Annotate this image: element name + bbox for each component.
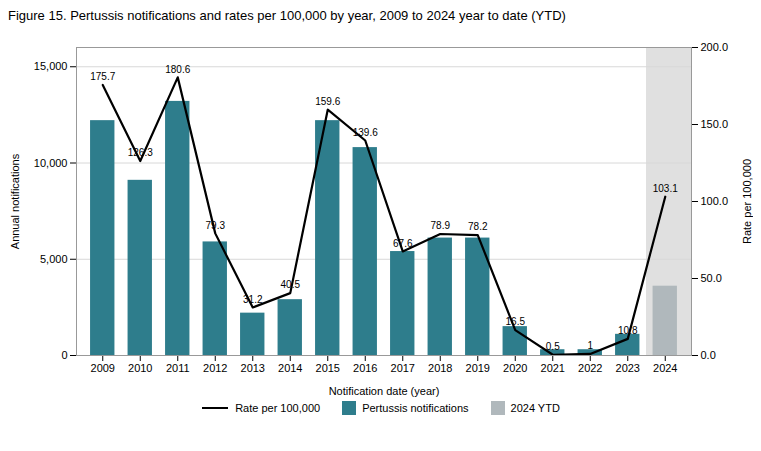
svg-text:2011: 2011 xyxy=(166,362,190,374)
svg-text:2012: 2012 xyxy=(203,362,227,374)
svg-text:15,000: 15,000 xyxy=(34,60,68,72)
svg-text:2020: 2020 xyxy=(503,362,527,374)
svg-text:Rate per 100,000: Rate per 100,000 xyxy=(741,159,753,244)
svg-text:139.6: 139.6 xyxy=(353,127,378,138)
svg-text:40.5: 40.5 xyxy=(281,279,301,290)
svg-text:79.3: 79.3 xyxy=(206,220,226,231)
html-text:Rate per 100,000: Rate per 100,000 xyxy=(235,402,321,414)
svg-text:1: 1 xyxy=(587,340,593,351)
svg-text:2023: 2023 xyxy=(616,362,640,374)
svg-text:2018: 2018 xyxy=(428,362,452,374)
svg-text:67.6: 67.6 xyxy=(393,238,413,249)
svg-text:78.2: 78.2 xyxy=(468,221,488,232)
svg-text:2009: 2009 xyxy=(91,362,115,374)
svg-text:2017: 2017 xyxy=(391,362,415,374)
svg-text:0.0: 0.0 xyxy=(701,349,716,361)
svg-text:0: 0 xyxy=(61,349,67,361)
svg-text:175.7: 175.7 xyxy=(90,71,115,82)
svg-text:50.0: 50.0 xyxy=(701,272,722,284)
svg-text:103.1: 103.1 xyxy=(653,183,678,194)
svg-text:180.6: 180.6 xyxy=(165,64,190,75)
svg-text:Annual notifications: Annual notifications xyxy=(9,153,21,249)
svg-text:2021: 2021 xyxy=(541,362,565,374)
svg-text:200.0: 200.0 xyxy=(701,41,729,53)
svg-text:126.3: 126.3 xyxy=(128,147,153,158)
svg-text:2015: 2015 xyxy=(316,362,340,374)
svg-text:2016: 2016 xyxy=(353,362,377,374)
svg-text:150.0: 150.0 xyxy=(701,118,729,130)
svg-text:5,000: 5,000 xyxy=(40,253,68,265)
html-text:2024 YTD: 2024 YTD xyxy=(510,402,560,414)
svg-text:159.6: 159.6 xyxy=(315,96,340,107)
svg-text:100.0: 100.0 xyxy=(701,195,729,207)
svg-text:16.5: 16.5 xyxy=(506,316,526,327)
html-text:Pertussis notifications: Pertussis notifications xyxy=(362,402,469,414)
svg-text:2010: 2010 xyxy=(128,362,152,374)
svg-text:Notification date (year): Notification date (year) xyxy=(329,385,440,397)
svg-text:31.2: 31.2 xyxy=(243,294,263,305)
svg-text:2013: 2013 xyxy=(241,362,265,374)
html-text:Figure 15. Pertussis notificat: Figure 15. Pertussis notifications and r… xyxy=(8,8,566,23)
svg-text:2019: 2019 xyxy=(466,362,490,374)
svg-text:78.9: 78.9 xyxy=(431,220,451,231)
svg-text:2024: 2024 xyxy=(653,362,677,374)
svg-text:2014: 2014 xyxy=(278,362,302,374)
svg-text:2022: 2022 xyxy=(578,362,602,374)
svg-text:0.5: 0.5 xyxy=(546,341,560,352)
svg-text:10.8: 10.8 xyxy=(618,325,638,336)
svg-text:10,000: 10,000 xyxy=(34,157,68,169)
